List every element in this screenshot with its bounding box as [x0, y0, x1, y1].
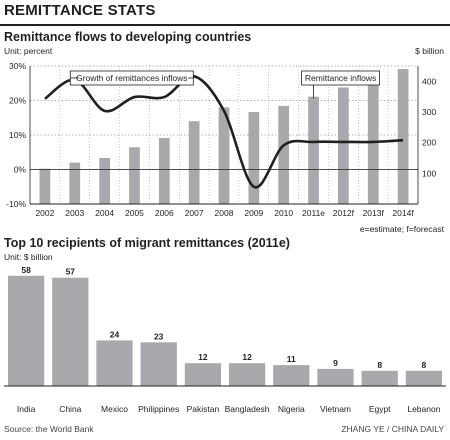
bar	[39, 168, 51, 204]
x-tick-label: 2004	[95, 208, 114, 218]
x-tick-label: 2005	[125, 208, 144, 218]
x-tick-label: 2007	[185, 208, 204, 218]
bar	[96, 340, 133, 386]
bar	[69, 162, 81, 204]
bar	[405, 370, 443, 386]
value-label: 12	[242, 352, 252, 362]
bar	[218, 107, 230, 204]
inflows-annotation-label: Remittance inflows	[305, 73, 376, 83]
value-label: 9	[333, 358, 338, 368]
x-tick-label: 2013f	[363, 208, 385, 218]
value-label: 24	[110, 329, 120, 339]
x-tick-label: 2002	[35, 208, 54, 218]
bar	[184, 363, 222, 386]
bar	[308, 96, 319, 204]
bar	[228, 363, 266, 386]
category-label: Bangladesh	[225, 404, 270, 414]
top-recipients-chart: 58 India 57 China 24 Mexico 23 Philippines 12 Pak…	[4, 265, 446, 414]
category-label: Lebanon	[407, 404, 440, 414]
bar	[273, 365, 310, 386]
y-left-tick-label: -10%	[6, 199, 26, 209]
y-right-tick-label: 300	[422, 107, 436, 117]
x-tick-label: 2011e	[302, 208, 325, 218]
credit-note: ZHANG YE / CHINA DAILY	[341, 424, 444, 434]
title-rule	[0, 24, 450, 26]
x-tick-label: 2008	[215, 208, 234, 218]
value-label: 8	[422, 360, 427, 370]
chart2-unit: Unit: $ billion	[4, 252, 53, 262]
bar	[317, 368, 354, 386]
category-label: Vietnam	[320, 404, 351, 414]
chart1-note: e=estimate; f=forecast	[359, 224, 444, 234]
x-tick-label: 2014f	[392, 208, 414, 218]
chart1-unit-right: $ billion	[415, 46, 444, 56]
value-label: 23	[154, 331, 164, 341]
growth-annotation-label: Growth of remittances inflows	[76, 73, 187, 83]
category-label: Philippines	[138, 404, 179, 414]
bar	[248, 112, 260, 204]
bar	[7, 275, 45, 386]
category-label: India	[17, 404, 36, 414]
value-label: 8	[377, 360, 382, 370]
x-tick-label: 2003	[65, 208, 84, 218]
y-left-tick-label: 30%	[9, 61, 26, 71]
growth-line	[44, 75, 404, 189]
category-label: Egypt	[369, 404, 391, 414]
y-left-tick-label: 10%	[9, 130, 26, 140]
y-right-tick-label: 100	[422, 168, 436, 178]
source-note: Source: the World Bank	[4, 424, 94, 434]
x-tick-label: 2006	[155, 208, 174, 218]
category-label: Nigeria	[278, 404, 305, 414]
category-label: Mexico	[101, 404, 128, 414]
category-label: China	[59, 404, 81, 414]
value-label: 11	[287, 354, 296, 364]
bar	[188, 121, 200, 204]
value-label: 57	[66, 267, 76, 277]
x-tick-label: 2009	[244, 208, 263, 218]
bar	[278, 105, 290, 204]
chart1-subtitle: Remittance flows to developing countries	[4, 30, 252, 44]
value-label: 58	[21, 265, 31, 275]
bar	[52, 277, 89, 386]
y-right-tick-label: 400	[422, 76, 436, 86]
inflows-annotation-box	[301, 70, 381, 86]
bar	[397, 69, 409, 204]
page-title: REMITTANCE STATS	[4, 2, 156, 19]
x-tick-label: 2010	[274, 208, 293, 218]
remittance-flows-chart: 30% 20% 10% 0% -10% 400 300 200 100 2002 2003 2004 2…	[6, 61, 436, 218]
bar	[129, 147, 140, 204]
y-left-tick-label: 20%	[9, 96, 26, 106]
category-label: Pakistan	[187, 404, 220, 414]
chart2-subtitle: Top 10 recipients of migrant remittances…	[4, 236, 290, 250]
bar	[338, 87, 349, 204]
x-tick-label: 2012f	[333, 208, 355, 218]
bar	[158, 138, 170, 204]
y-right-tick-label: 200	[422, 138, 436, 148]
bar	[99, 158, 110, 204]
y-left-tick-label: 0%	[14, 165, 27, 175]
value-label: 12	[198, 352, 208, 362]
bar	[140, 342, 177, 386]
bar	[361, 370, 398, 386]
chart1-unit-left: Unit: percent	[4, 46, 53, 56]
